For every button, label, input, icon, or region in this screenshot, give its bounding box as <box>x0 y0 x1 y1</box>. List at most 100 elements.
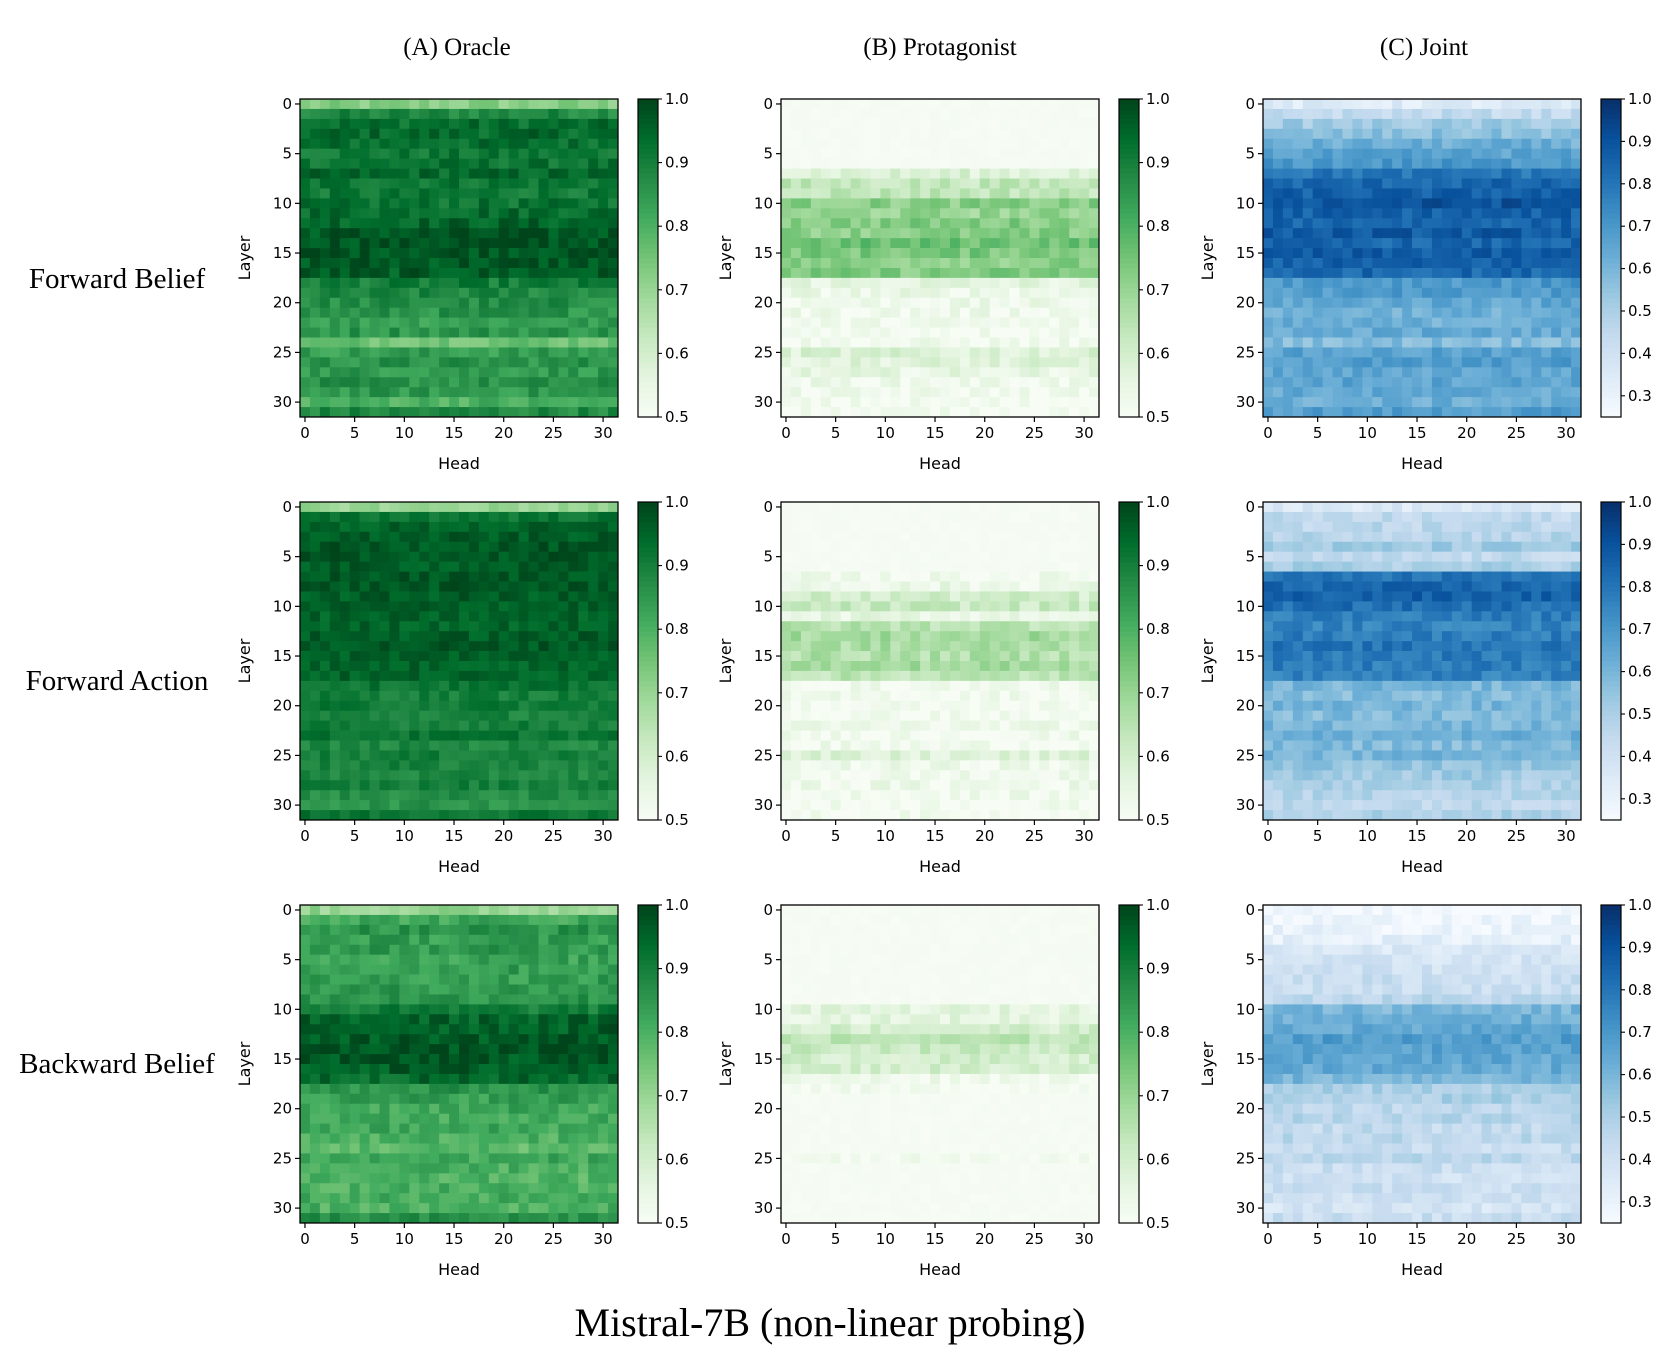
heatmap-cell <box>528 138 539 150</box>
heatmap-cell <box>1342 128 1353 140</box>
heatmap-cell <box>379 591 390 602</box>
heatmap-cell <box>309 367 321 378</box>
heatmap-cell <box>1039 198 1050 209</box>
heatmap-cell <box>349 541 360 553</box>
heatmap-cell <box>1571 158 1582 169</box>
heatmap-cell <box>498 128 510 140</box>
heatmap-cell <box>468 267 480 279</box>
heatmap-cell <box>528 248 539 259</box>
heatmap-cell <box>1292 99 1304 110</box>
heatmap-cell <box>1481 248 1492 259</box>
heatmap-cell <box>439 228 450 239</box>
heatmap-cell <box>319 631 331 642</box>
heatmap-cell <box>419 760 430 771</box>
heatmap-cell <box>1551 178 1562 189</box>
heatmap-cell <box>850 631 861 642</box>
heatmap-cell <box>940 631 951 642</box>
heatmap-cell <box>409 258 420 269</box>
heatmap-cell <box>1312 407 1323 418</box>
colorbar-segment <box>1119 267 1139 274</box>
heatmap-cell <box>969 551 981 562</box>
heatmap-cell <box>508 541 519 553</box>
heatmap-cell <box>830 541 841 553</box>
heatmap-cell <box>468 780 480 791</box>
heatmap-cell <box>548 337 559 348</box>
heatmap-cell <box>459 208 470 219</box>
heatmap-cell <box>598 287 609 299</box>
heatmap-cell <box>800 198 812 209</box>
heatmap-cell <box>319 621 331 632</box>
heatmap-cell <box>468 387 480 398</box>
heatmap-cell <box>459 670 470 682</box>
heatmap-cell <box>1441 267 1453 279</box>
heatmap-cell <box>949 337 961 348</box>
colorbar-segment <box>1119 362 1139 368</box>
heatmap-cell <box>900 198 911 209</box>
heatmap-cell <box>790 218 802 229</box>
colorbar-segment <box>638 700 658 707</box>
heatmap-cell <box>1402 248 1413 259</box>
heatmap-cell <box>810 128 822 140</box>
heatmap-cell <box>850 541 861 553</box>
heatmap-cell <box>940 561 951 572</box>
heatmap-cell <box>1322 347 1333 358</box>
heatmap-cell <box>940 138 951 150</box>
heatmap-cell <box>439 99 450 110</box>
heatmap-cell <box>1471 178 1482 189</box>
heatmap-cell <box>389 641 400 652</box>
heatmap-cell <box>349 651 360 662</box>
heatmap-cell <box>439 621 450 632</box>
heatmap-cell <box>558 581 569 592</box>
heatmap-cell <box>1282 287 1294 299</box>
colorbar-segment <box>1601 103 1621 110</box>
heatmap-cell <box>1352 238 1363 249</box>
heatmap-cell <box>379 347 390 358</box>
heatmap-panel: 0 5 10 15 20 25 30051015202530HeadLayer0.50.60… <box>235 90 689 473</box>
heatmap-cell <box>1292 228 1304 239</box>
y-tick-label: 25 <box>1236 343 1255 361</box>
heatmap-cell <box>359 750 370 761</box>
heatmap-cell <box>810 377 822 388</box>
heatmap-cell <box>890 621 901 632</box>
colorbar-segment <box>638 765 658 771</box>
heatmap-cell <box>419 297 430 309</box>
heatmap-cell <box>999 337 1010 348</box>
heatmap-cell <box>930 631 941 642</box>
heatmap-cell <box>588 720 599 731</box>
heatmap-cell <box>369 397 380 408</box>
heatmap-cell <box>870 571 881 582</box>
heatmap-cell <box>558 790 569 801</box>
heatmap-cell <box>309 188 321 199</box>
heatmap-cell <box>598 700 609 712</box>
heatmap-cell <box>578 720 589 731</box>
heatmap-cell <box>588 208 599 219</box>
heatmap-cell <box>1451 108 1463 120</box>
heatmap-cell <box>1441 377 1453 388</box>
heatmap-cell <box>1049 357 1060 368</box>
heatmap-cell <box>1511 317 1522 328</box>
heatmap-cell <box>548 581 559 592</box>
heatmap-cell <box>399 571 410 582</box>
heatmap-cell <box>449 680 460 692</box>
heatmap-cell <box>1009 531 1020 543</box>
heatmap-cell <box>439 367 450 378</box>
heatmap-cell <box>379 357 390 368</box>
heatmap-cell <box>810 581 822 592</box>
heatmap-cell <box>389 258 400 269</box>
heatmap-cell <box>810 118 822 130</box>
colorbar-segment <box>1119 223 1139 229</box>
heatmap-cell <box>429 760 440 771</box>
heatmap-cell <box>840 287 851 299</box>
heatmap-cell <box>309 770 321 781</box>
heatmap-cell <box>309 158 321 169</box>
heatmap-cell <box>508 228 519 239</box>
heatmap-cell <box>1372 277 1383 289</box>
heatmap-cell <box>548 730 559 741</box>
heatmap-cell <box>578 750 589 761</box>
heatmap-cell <box>309 337 321 348</box>
heatmap-cell <box>949 601 961 612</box>
heatmap-cell <box>339 387 351 398</box>
heatmap-cell <box>419 621 430 632</box>
heatmap-cell <box>379 770 390 781</box>
heatmap-cell <box>1089 287 1100 299</box>
